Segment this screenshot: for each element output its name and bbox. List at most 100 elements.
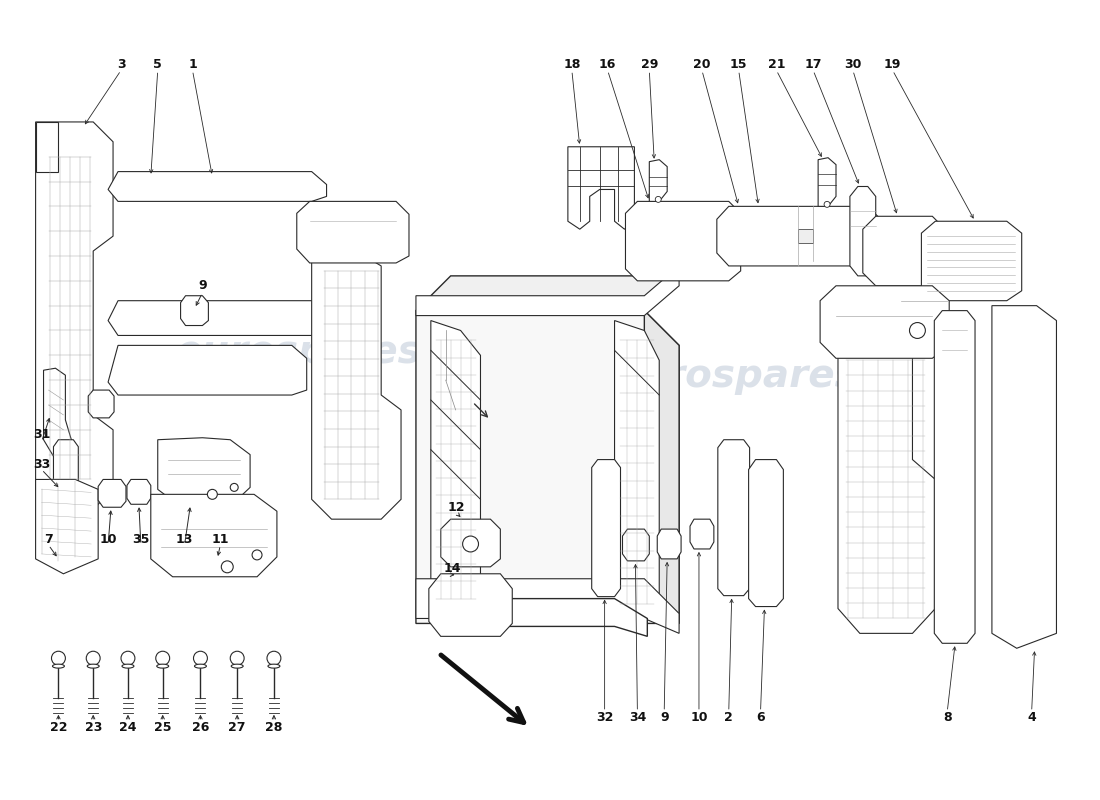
- Polygon shape: [592, 459, 620, 597]
- Polygon shape: [108, 346, 307, 395]
- Ellipse shape: [268, 664, 279, 668]
- Text: 3: 3: [117, 58, 125, 71]
- Text: 9: 9: [660, 711, 669, 724]
- Polygon shape: [838, 338, 935, 634]
- Text: 32: 32: [596, 711, 614, 724]
- Circle shape: [52, 651, 65, 665]
- Text: 26: 26: [191, 722, 209, 734]
- Polygon shape: [749, 459, 783, 606]
- Text: eurospares: eurospares: [613, 357, 859, 395]
- Polygon shape: [818, 158, 836, 206]
- Text: 16: 16: [598, 58, 616, 71]
- Polygon shape: [799, 229, 813, 243]
- Text: 13: 13: [176, 533, 194, 546]
- Polygon shape: [850, 186, 876, 276]
- Polygon shape: [108, 301, 337, 335]
- Text: 10: 10: [690, 711, 707, 724]
- Circle shape: [252, 550, 262, 560]
- Circle shape: [910, 322, 925, 338]
- Polygon shape: [992, 306, 1056, 648]
- Text: 11: 11: [211, 533, 229, 546]
- Ellipse shape: [87, 664, 99, 668]
- Text: 29: 29: [640, 58, 658, 71]
- Polygon shape: [311, 251, 402, 519]
- Polygon shape: [690, 519, 714, 549]
- Polygon shape: [645, 310, 679, 623]
- Circle shape: [267, 651, 280, 665]
- Text: 27: 27: [229, 722, 246, 734]
- Text: 4: 4: [1027, 711, 1036, 724]
- Circle shape: [656, 197, 661, 202]
- Polygon shape: [615, 321, 659, 614]
- Text: 33: 33: [33, 458, 51, 471]
- Text: 18: 18: [563, 58, 581, 71]
- Circle shape: [230, 651, 244, 665]
- Ellipse shape: [195, 664, 207, 668]
- Ellipse shape: [157, 664, 168, 668]
- Polygon shape: [44, 368, 72, 459]
- Text: 10: 10: [99, 533, 117, 546]
- Text: 24: 24: [119, 722, 136, 734]
- Circle shape: [221, 561, 233, 573]
- Polygon shape: [416, 266, 679, 315]
- Polygon shape: [717, 206, 880, 266]
- Polygon shape: [54, 440, 78, 506]
- Polygon shape: [126, 479, 151, 504]
- Circle shape: [208, 490, 218, 499]
- Polygon shape: [88, 390, 114, 418]
- Polygon shape: [658, 529, 681, 559]
- Circle shape: [230, 483, 239, 491]
- Polygon shape: [441, 519, 500, 567]
- Text: 15: 15: [730, 58, 747, 71]
- Ellipse shape: [53, 664, 65, 668]
- Polygon shape: [35, 122, 113, 510]
- Text: 7: 7: [44, 533, 53, 546]
- Text: 2: 2: [725, 711, 733, 724]
- Polygon shape: [623, 529, 649, 561]
- Ellipse shape: [231, 664, 243, 668]
- Circle shape: [463, 536, 478, 552]
- Text: 31: 31: [33, 428, 51, 442]
- Polygon shape: [108, 171, 327, 202]
- Text: 12: 12: [448, 501, 465, 514]
- Polygon shape: [568, 146, 635, 229]
- Polygon shape: [429, 574, 513, 636]
- Polygon shape: [297, 202, 409, 263]
- Text: 5: 5: [153, 58, 162, 71]
- Polygon shape: [157, 438, 250, 504]
- Polygon shape: [180, 296, 208, 326]
- Polygon shape: [431, 321, 481, 614]
- Polygon shape: [151, 494, 277, 577]
- Text: 17: 17: [804, 58, 822, 71]
- Polygon shape: [416, 276, 679, 310]
- Text: 1: 1: [188, 58, 197, 71]
- Text: eurospares: eurospares: [176, 334, 421, 371]
- Circle shape: [86, 651, 100, 665]
- Text: 6: 6: [756, 711, 764, 724]
- Circle shape: [156, 651, 169, 665]
- Polygon shape: [35, 479, 98, 574]
- Text: 20: 20: [693, 58, 711, 71]
- Text: 22: 22: [50, 722, 67, 734]
- Polygon shape: [922, 222, 1022, 301]
- Circle shape: [121, 651, 135, 665]
- Polygon shape: [416, 578, 679, 634]
- Text: 8: 8: [943, 711, 951, 724]
- Text: 34: 34: [629, 711, 646, 724]
- Polygon shape: [718, 440, 749, 596]
- Polygon shape: [98, 479, 126, 507]
- Polygon shape: [862, 216, 945, 286]
- Circle shape: [824, 202, 830, 207]
- Polygon shape: [449, 598, 647, 636]
- Polygon shape: [416, 310, 679, 623]
- Ellipse shape: [122, 664, 134, 668]
- Text: 14: 14: [444, 562, 461, 575]
- Polygon shape: [626, 202, 740, 281]
- Text: 23: 23: [85, 722, 102, 734]
- Text: 21: 21: [768, 58, 785, 71]
- Text: 30: 30: [844, 58, 861, 71]
- Text: 28: 28: [265, 722, 283, 734]
- Text: 19: 19: [884, 58, 901, 71]
- Text: 35: 35: [132, 533, 150, 546]
- Text: 9: 9: [198, 279, 207, 292]
